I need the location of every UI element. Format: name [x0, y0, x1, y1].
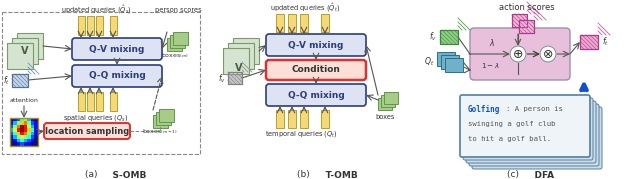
FancyBboxPatch shape [12, 74, 28, 87]
Text: attention: attention [10, 98, 38, 103]
FancyBboxPatch shape [384, 92, 398, 104]
Text: (b): (b) [298, 171, 313, 179]
Text: T-OMB: T-OMB [313, 171, 358, 179]
FancyBboxPatch shape [44, 123, 130, 139]
FancyBboxPatch shape [288, 110, 296, 128]
Text: $1-\lambda$: $1-\lambda$ [481, 62, 499, 71]
FancyBboxPatch shape [276, 14, 284, 32]
FancyBboxPatch shape [87, 16, 94, 35]
FancyBboxPatch shape [445, 58, 463, 72]
FancyBboxPatch shape [167, 38, 182, 51]
Text: boxes$_{(m-1)}$: boxes$_{(m-1)}$ [142, 128, 178, 136]
Text: temporal queries ($Q_t$): temporal queries ($Q_t$) [265, 129, 337, 139]
Text: $\otimes$: $\otimes$ [542, 47, 554, 61]
Text: boxes: boxes [375, 114, 395, 120]
Text: person scores: person scores [155, 7, 202, 13]
FancyBboxPatch shape [173, 32, 188, 45]
FancyBboxPatch shape [300, 110, 308, 128]
FancyBboxPatch shape [72, 38, 162, 60]
Text: spatial queries ($Q_s$): spatial queries ($Q_s$) [63, 113, 129, 123]
Circle shape [510, 46, 526, 62]
Text: updated queries ($\hat{Q}_s$): updated queries ($\hat{Q}_s$) [61, 4, 131, 16]
FancyBboxPatch shape [266, 34, 366, 56]
Text: (c): (c) [507, 171, 522, 179]
FancyBboxPatch shape [159, 109, 174, 122]
Text: $\oplus$: $\oplus$ [513, 47, 524, 61]
Text: DFA: DFA [522, 171, 554, 179]
Text: $f_t$: $f_t$ [3, 75, 10, 87]
Text: $\lambda$: $\lambda$ [489, 37, 495, 47]
FancyBboxPatch shape [469, 104, 599, 166]
FancyBboxPatch shape [321, 14, 329, 32]
FancyBboxPatch shape [441, 55, 459, 69]
FancyBboxPatch shape [96, 16, 103, 35]
FancyBboxPatch shape [288, 14, 296, 32]
FancyBboxPatch shape [470, 28, 570, 80]
FancyBboxPatch shape [437, 52, 455, 66]
Text: to hit a golf ball.: to hit a golf ball. [468, 136, 551, 142]
Text: $Q_t$: $Q_t$ [424, 56, 434, 68]
FancyBboxPatch shape [12, 38, 38, 64]
FancyBboxPatch shape [72, 65, 162, 87]
FancyBboxPatch shape [381, 95, 395, 107]
Text: Condition: Condition [292, 66, 340, 74]
FancyBboxPatch shape [460, 95, 590, 157]
Text: Q-Q mixing: Q-Q mixing [287, 91, 344, 100]
FancyBboxPatch shape [276, 110, 284, 128]
Circle shape [540, 46, 556, 62]
Text: V: V [21, 46, 29, 56]
Text: action scores: action scores [499, 4, 555, 13]
FancyBboxPatch shape [463, 98, 593, 160]
Text: : A person is: : A person is [506, 106, 563, 112]
FancyBboxPatch shape [228, 43, 254, 69]
Text: Golfing: Golfing [468, 105, 500, 113]
FancyBboxPatch shape [110, 16, 117, 35]
Text: $f_v$: $f_v$ [218, 73, 226, 85]
FancyBboxPatch shape [156, 112, 171, 125]
FancyBboxPatch shape [223, 48, 249, 74]
FancyBboxPatch shape [266, 84, 366, 106]
FancyBboxPatch shape [78, 92, 85, 111]
Text: $f_t$: $f_t$ [602, 36, 609, 48]
FancyBboxPatch shape [300, 14, 308, 32]
FancyBboxPatch shape [580, 35, 598, 49]
FancyBboxPatch shape [519, 20, 534, 33]
FancyBboxPatch shape [233, 38, 259, 64]
FancyBboxPatch shape [110, 92, 117, 111]
Text: updated queries ($\hat{Q}_t$): updated queries ($\hat{Q}_t$) [270, 2, 340, 14]
Text: swinging a golf club: swinging a golf club [468, 121, 556, 127]
FancyBboxPatch shape [321, 110, 329, 128]
Text: V: V [236, 63, 243, 73]
FancyBboxPatch shape [466, 101, 596, 163]
FancyBboxPatch shape [228, 72, 242, 84]
Text: Q-V mixing: Q-V mixing [90, 45, 145, 54]
FancyBboxPatch shape [170, 35, 185, 48]
FancyBboxPatch shape [96, 92, 103, 111]
FancyBboxPatch shape [440, 30, 458, 44]
FancyBboxPatch shape [266, 60, 366, 80]
Text: (a): (a) [84, 171, 100, 179]
FancyBboxPatch shape [78, 16, 85, 35]
Text: S-OMB: S-OMB [100, 171, 147, 179]
FancyBboxPatch shape [378, 98, 392, 110]
FancyBboxPatch shape [87, 92, 94, 111]
FancyBboxPatch shape [472, 107, 602, 169]
FancyBboxPatch shape [7, 43, 33, 69]
FancyBboxPatch shape [153, 115, 168, 128]
Text: boxes$_{(m)}$: boxes$_{(m)}$ [161, 52, 189, 60]
FancyBboxPatch shape [17, 33, 43, 59]
Text: Q-Q mixing: Q-Q mixing [88, 71, 145, 81]
FancyBboxPatch shape [512, 14, 527, 27]
Text: location sampling: location sampling [45, 127, 129, 136]
Text: $f_v$: $f_v$ [429, 31, 437, 43]
Text: Q-V mixing: Q-V mixing [288, 40, 344, 50]
